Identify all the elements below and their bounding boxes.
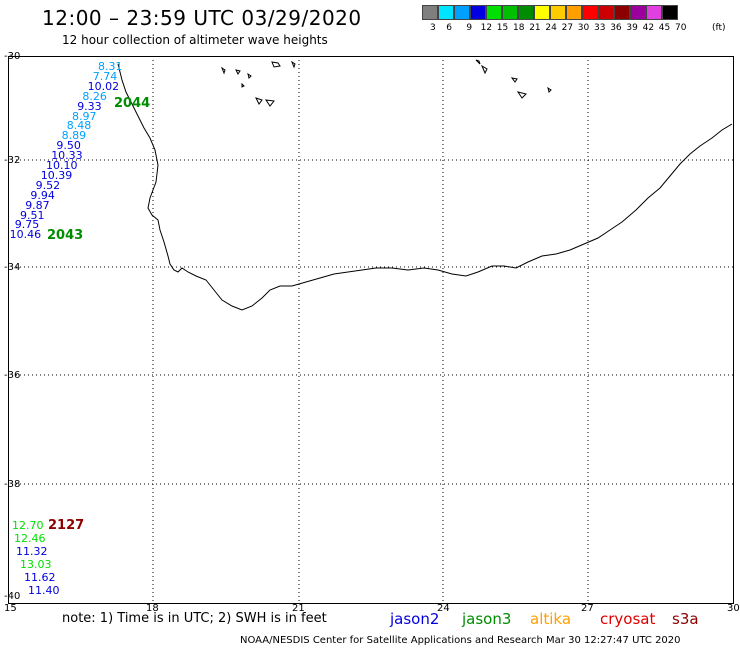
longitude-label: 15 bbox=[4, 603, 17, 614]
swh-reading: 12.46 bbox=[14, 532, 46, 545]
pass-time-label: 2043 bbox=[47, 228, 84, 243]
legend-swatch bbox=[486, 5, 502, 20]
satellite-name: s3a bbox=[672, 610, 699, 628]
swh-reading: 10.10 bbox=[46, 159, 78, 172]
swh-reading: 9.52 bbox=[35, 178, 61, 192]
latitude-label: -38 bbox=[4, 479, 21, 490]
legend-swatch bbox=[614, 5, 630, 20]
legend-unit: (ft) bbox=[712, 23, 726, 33]
latitude-label: -32 bbox=[4, 155, 21, 166]
color-scale-legend bbox=[422, 5, 678, 20]
legend-value: 36 bbox=[610, 23, 622, 33]
legend-value: 6 bbox=[446, 23, 452, 33]
map-title: 12:00 – 23:59 UTC 03/29/2020 bbox=[42, 6, 362, 30]
swh-reading: 11.40 bbox=[28, 584, 60, 597]
satellite-name: jason2 bbox=[390, 610, 440, 628]
longitude-label: 24 bbox=[437, 603, 450, 614]
swh-reading: 10.39 bbox=[40, 168, 73, 182]
legend-value: 18 bbox=[513, 23, 525, 33]
latitude-label: -34 bbox=[4, 262, 21, 273]
longitude-label: 18 bbox=[146, 603, 159, 614]
swh-reading: 9.51 bbox=[20, 208, 45, 222]
swh-reading: 8.31 bbox=[98, 60, 123, 73]
longitude-label: 21 bbox=[292, 603, 305, 614]
latitude-label: -40 bbox=[4, 591, 21, 602]
swh-reading: 9.75 bbox=[14, 218, 40, 232]
legend-swatch bbox=[662, 5, 678, 20]
legend-swatch bbox=[534, 5, 550, 20]
legend-swatch bbox=[518, 5, 534, 20]
legend-swatch bbox=[582, 5, 598, 20]
swh-reading: 7.74 bbox=[92, 69, 118, 83]
latitude-label: -30 bbox=[4, 51, 21, 62]
legend-swatch bbox=[502, 5, 518, 20]
legend-value: 24 bbox=[545, 23, 557, 33]
swh-reading: 12.70 bbox=[12, 519, 44, 532]
swh-reading: 9.33 bbox=[77, 99, 102, 113]
satellite-name: altika bbox=[530, 610, 572, 628]
legend-swatch bbox=[422, 5, 438, 20]
legend-value: 42 bbox=[642, 23, 655, 33]
legend-swatch bbox=[470, 5, 486, 20]
units-note: note: 1) Time is in UTC; 2) SWH is in fe… bbox=[62, 611, 327, 626]
longitude-label: 30 bbox=[727, 603, 740, 614]
legend-value: 70 bbox=[675, 23, 687, 33]
legend-swatch bbox=[454, 5, 470, 20]
satellite-name: jason3 bbox=[462, 610, 512, 628]
swh-reading: 8.97 bbox=[72, 109, 97, 123]
swh-reading: 9.87 bbox=[25, 198, 50, 212]
legend-value: 15 bbox=[496, 23, 509, 33]
latitude-label: -36 bbox=[4, 370, 21, 381]
legend-value: 39 bbox=[626, 23, 638, 33]
legend-swatch bbox=[630, 5, 646, 20]
legend-value: 30 bbox=[577, 23, 590, 33]
legend-swatch bbox=[566, 5, 582, 20]
legend-value: 3 bbox=[430, 23, 436, 33]
map-subtitle: 12 hour collection of altimeter wave hei… bbox=[62, 33, 328, 47]
lesotho-fragment bbox=[220, 59, 552, 107]
credit-footer: NOAA/NESDIS Center for Satellite Applica… bbox=[240, 635, 681, 646]
pass-time-label: 2127 bbox=[48, 518, 85, 533]
swh-reading: 10.46 bbox=[9, 228, 42, 242]
legend-swatch bbox=[550, 5, 566, 20]
coastline bbox=[117, 63, 733, 311]
swh-reading: 11.32 bbox=[16, 545, 48, 558]
pass-time-label: 2044 bbox=[114, 96, 151, 111]
swh-reading: 8.26 bbox=[82, 89, 107, 103]
legend-value: 27 bbox=[561, 23, 574, 33]
legend-value: 9 bbox=[466, 23, 473, 33]
legend-value: 33 bbox=[594, 23, 606, 33]
swh-reading: 9.50 bbox=[56, 139, 81, 153]
swh-reading: 9.94 bbox=[30, 188, 55, 202]
graticule bbox=[8, 56, 734, 604]
swh-reading: 11.62 bbox=[24, 571, 56, 584]
legend-value: 12 bbox=[480, 23, 493, 33]
swh-reading: 10.33 bbox=[51, 149, 83, 163]
legend-swatch bbox=[646, 5, 662, 20]
legend-swatch bbox=[438, 5, 454, 20]
swh-reading: 13.03 bbox=[20, 558, 52, 571]
legend-value: 21 bbox=[529, 23, 541, 33]
legend-value: 45 bbox=[658, 23, 671, 33]
swh-reading: 8.48 bbox=[66, 119, 92, 133]
longitude-label: 27 bbox=[581, 603, 594, 614]
satellite-name: cryosat bbox=[600, 610, 656, 628]
swh-reading: 10.02 bbox=[87, 79, 120, 93]
swh-reading: 8.89 bbox=[61, 129, 87, 143]
legend-swatch bbox=[598, 5, 614, 20]
map-frame bbox=[8, 56, 734, 604]
